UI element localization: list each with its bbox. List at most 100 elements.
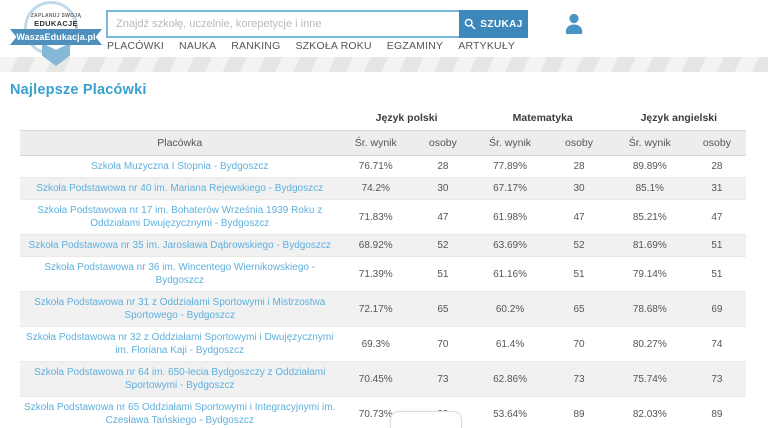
score-cell: 51 [412, 256, 474, 292]
search-input[interactable] [106, 10, 459, 38]
school-link[interactable]: Szkoła Podstawowa nr 32 z Oddziałami Spo… [26, 332, 334, 356]
school-name-cell: Szkoła Podstawowa nr 32 z Oddziałami Spo… [20, 326, 340, 362]
score-cell: 69.3% [339, 326, 413, 362]
score-cell: 74.2% [339, 177, 413, 200]
score-cell: 52 [412, 234, 474, 257]
school-link[interactable]: Szkoła Podstawowa nr 35 im. Jarosława Dą… [28, 240, 331, 251]
table-body: Szkoła Muzyczna I Stopnia - Bydgoszcz 76.… [20, 155, 746, 428]
search-button-label: SZUKAJ [480, 18, 523, 30]
score-cell: 78.68% [611, 291, 688, 327]
score-cell: 76.71% [339, 155, 413, 178]
col-header-sr-wynik: Śr. wynik [339, 130, 413, 156]
nav-item-placowki[interactable]: PLACÓWKI [107, 40, 165, 52]
column-header-row: Placówka Śr. wynik osoby Śr. wynik osoby… [20, 130, 746, 156]
table-row: Szkoła Podstawowa nr 17 im. Bohaterów Wr… [20, 199, 746, 235]
school-link[interactable]: Szkoła Muzyczna I Stopnia - Bydgoszcz [91, 161, 269, 172]
score-cell: 79.14% [611, 256, 688, 292]
score-cell: 30 [546, 177, 612, 200]
school-name-cell: Szkoła Podstawowa nr 64 im. 650-lecia By… [20, 361, 340, 397]
school-name-cell: Szkoła Podstawowa nr 36 im. Wincentego W… [20, 256, 340, 292]
score-cell: 63.69% [473, 234, 547, 257]
main-nav: PLACÓWKI NAUKA RANKING SZKOŁA ROKU EGZAM… [107, 40, 515, 52]
school-name-cell: Szkoła Podstawowa nr 40 im. Mariana Reje… [20, 177, 340, 200]
score-cell: 89 [546, 396, 612, 428]
popup-box [390, 411, 462, 428]
score-cell: 71.39% [339, 256, 413, 292]
nav-item-artykuly[interactable]: ARTYKUŁY [458, 40, 516, 52]
school-name-cell: Szkoła Podstawowa nr 65 Oddziałami Sport… [20, 396, 340, 428]
score-cell: 61.4% [473, 326, 547, 362]
school-name-cell: Szkoła Podstawowa nr 31 z Oddziałami Spo… [20, 291, 340, 327]
score-cell: 77.89% [473, 155, 547, 178]
score-cell: 70 [412, 326, 474, 362]
score-cell: 85.1% [611, 177, 688, 200]
school-link[interactable]: Szkoła Podstawowa nr 40 im. Mariana Reje… [36, 183, 324, 194]
score-cell: 28 [546, 155, 612, 178]
score-cell: 73 [687, 361, 746, 397]
table-row: Szkoła Podstawowa nr 36 im. Wincentego W… [20, 256, 746, 292]
search-button[interactable]: SZUKAJ [459, 10, 528, 38]
score-cell: 53.64% [473, 396, 547, 428]
school-link[interactable]: Szkoła Podstawowa nr 65 Oddziałami Sport… [24, 402, 336, 426]
score-cell: 31 [687, 177, 746, 200]
score-cell: 73 [412, 361, 474, 397]
table-row: Szkoła Podstawowa nr 31 z Oddziałami Spo… [20, 291, 746, 327]
score-cell: 80.27% [611, 326, 688, 362]
results-table: Język polski Matematyka Język angielski … [20, 107, 746, 428]
score-cell: 74 [687, 326, 746, 362]
score-cell: 82.03% [611, 396, 688, 428]
logo[interactable]: ZAPLANUJ SWOJĄ EDUKACJĘ WaszaEdukacja.pl [10, 0, 102, 68]
table-row: Szkoła Podstawowa nr 64 im. 650-lecia By… [20, 361, 746, 397]
score-cell: 51 [687, 234, 746, 257]
header-divider-band [0, 57, 768, 72]
table-row: Szkoła Podstawowa nr 35 im. Jarosława Dą… [20, 234, 746, 257]
user-profile-icon[interactable] [563, 12, 585, 34]
score-cell: 70.45% [339, 361, 413, 397]
page-title: Najlepsze Placówki [10, 82, 147, 98]
score-cell: 51 [687, 256, 746, 292]
score-cell: 81.69% [611, 234, 688, 257]
logo-brand-text: WaszaEdukacja.pl [16, 32, 96, 42]
results-table-wrap: Język polski Matematyka Język angielski … [20, 107, 746, 428]
nav-item-egzaminy[interactable]: EGZAMINY [386, 40, 444, 52]
score-cell: 28 [412, 155, 474, 178]
school-name-cell: Szkoła Podstawowa nr 35 im. Jarosława Dą… [20, 234, 340, 257]
table-row: Szkoła Muzyczna I Stopnia - Bydgoszcz 76.… [20, 155, 746, 178]
score-cell: 67.17% [473, 177, 547, 200]
logo-ribbon-tail [42, 43, 70, 66]
score-cell: 28 [687, 155, 746, 178]
nav-item-szkola-roku[interactable]: SZKOŁA ROKU [295, 40, 372, 52]
group-header-math: Matematyka [512, 112, 573, 124]
school-link[interactable]: Szkoła Podstawowa nr 64 im. 650-lecia By… [34, 367, 326, 391]
school-name-cell: Szkoła Podstawowa nr 17 im. Bohaterów Wr… [20, 199, 340, 235]
table-row: Szkoła Podstawowa nr 65 Oddziałami Sport… [20, 396, 746, 428]
table-row: Szkoła Podstawowa nr 32 z Oddziałami Spo… [20, 326, 746, 362]
logo-tagline-bottom: EDUKACJĘ [34, 19, 78, 28]
col-header-placowka: Placówka [20, 130, 340, 156]
school-link[interactable]: Szkoła Podstawowa nr 17 im. Bohaterów Wr… [37, 205, 323, 229]
score-cell: 69 [687, 291, 746, 327]
score-cell: 30 [412, 177, 474, 200]
score-cell: 85.21% [611, 199, 688, 235]
score-cell: 72.17% [339, 291, 413, 327]
score-cell: 47 [687, 199, 746, 235]
col-header-osoby: osoby [546, 130, 612, 156]
nav-item-nauka[interactable]: NAUKA [179, 40, 217, 52]
school-name-cell: Szkoła Muzyczna I Stopnia - Bydgoszcz [20, 155, 340, 178]
col-header-osoby: osoby [687, 130, 746, 156]
logo-badge-circle [24, 1, 78, 55]
score-cell: 71.83% [339, 199, 413, 235]
score-cell: 89.89% [611, 155, 688, 178]
school-link[interactable]: Szkoła Podstawowa nr 31 z Oddziałami Spo… [34, 297, 326, 321]
search-icon [464, 18, 476, 30]
nav-item-ranking[interactable]: RANKING [231, 40, 281, 52]
score-cell: 60.2% [473, 291, 547, 327]
school-link[interactable]: Szkoła Podstawowa nr 36 im. Wincentego W… [44, 262, 316, 286]
score-cell: 62.86% [473, 361, 547, 397]
score-cell: 61.98% [473, 199, 547, 235]
col-header-osoby: osoby [412, 130, 474, 156]
score-cell: 52 [546, 234, 612, 257]
score-cell: 70 [546, 326, 612, 362]
score-cell: 47 [412, 199, 474, 235]
